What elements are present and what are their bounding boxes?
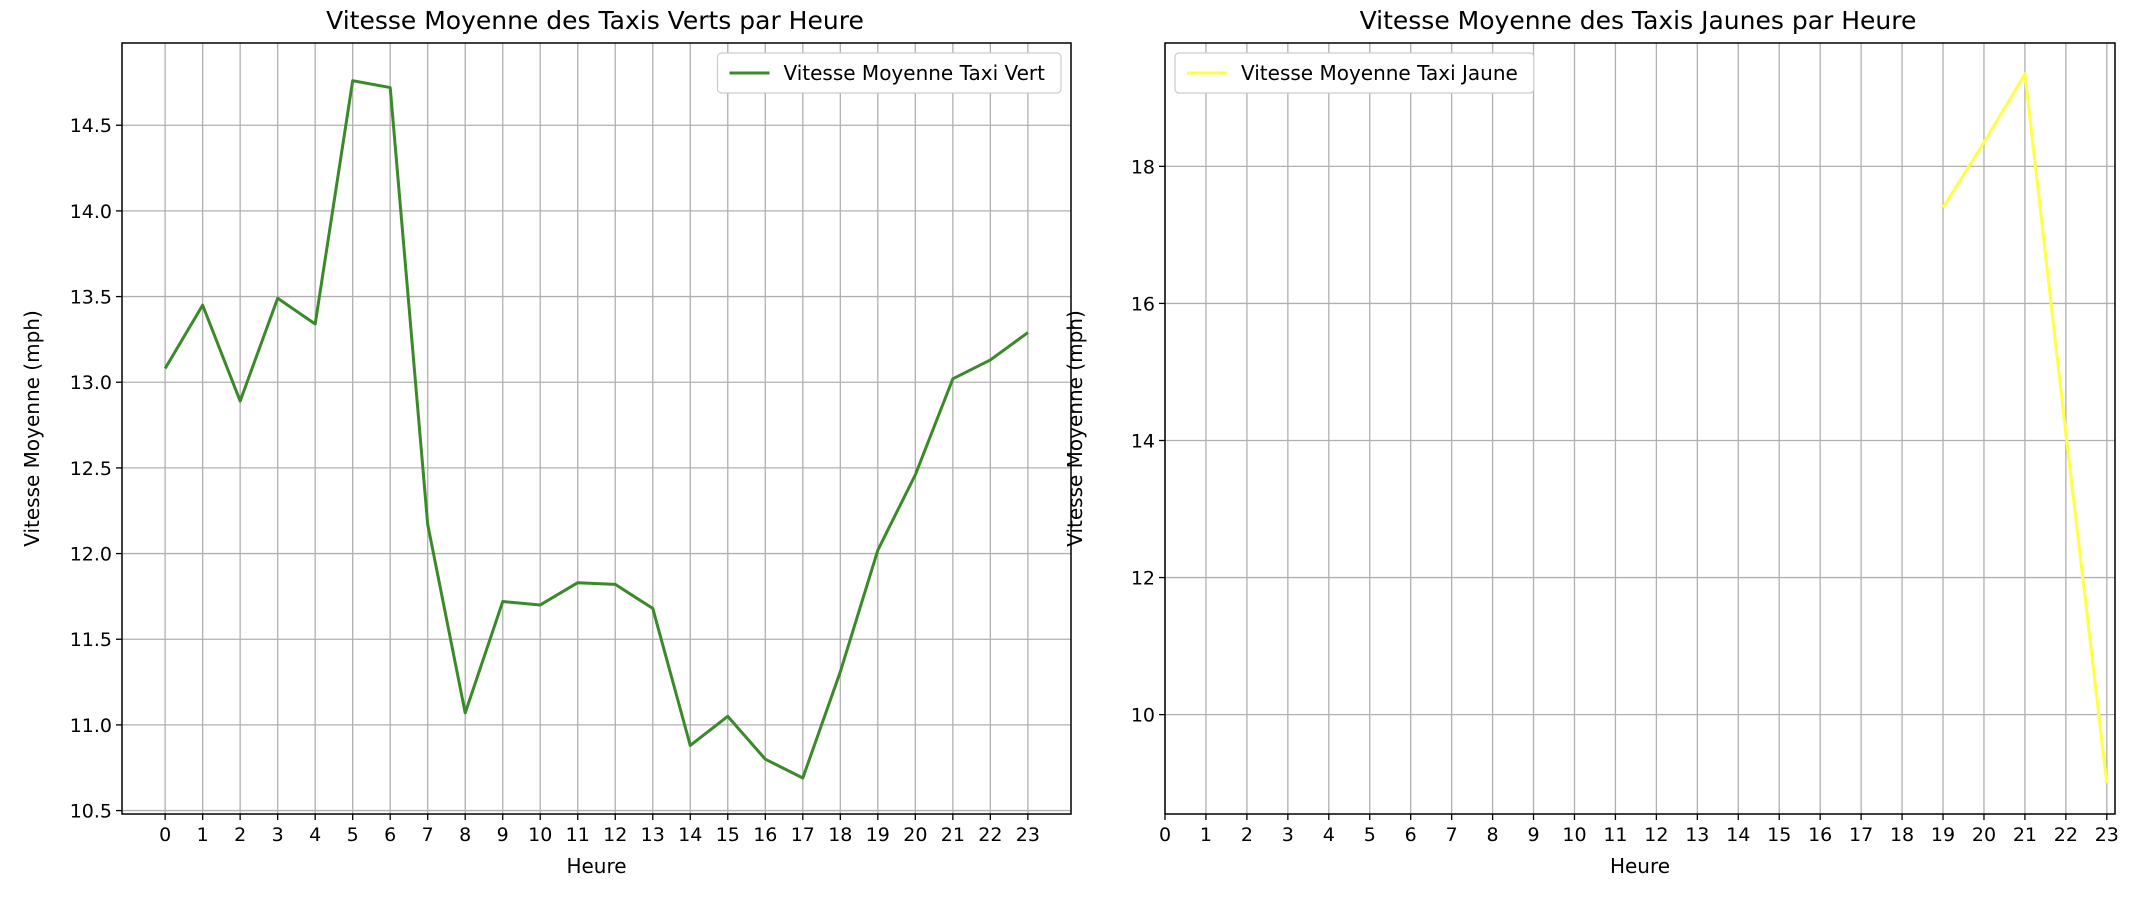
legend: Vitesse Moyenne Taxi Jaune: [1174, 52, 1535, 94]
x-tick-label: 16: [1808, 824, 1832, 846]
x-tick-label: 12: [603, 824, 627, 846]
plot-frame: [121, 42, 1072, 815]
y-tick-label: 12.0: [70, 544, 112, 566]
x-tick-label: 20: [903, 824, 927, 846]
tick-layer: 0 1 2 3 4 5 6 7 8 9 10 11 12 13 14 15 16 17 18 19 20 21 22 2310…: [1131, 156, 2119, 846]
y-tick-label: 14.5: [70, 115, 112, 137]
x-tick-label: 23: [2095, 824, 2119, 846]
x-tick-label: 14: [678, 824, 702, 846]
x-tick-label: 11: [566, 824, 590, 846]
x-tick-label: 13: [1685, 824, 1709, 846]
y-tick-label: 14: [1131, 430, 1155, 452]
x-tick-label: 21: [941, 824, 965, 846]
x-tick-label: 5: [347, 824, 359, 846]
x-tick-label: 17: [1849, 824, 1873, 846]
x-tick-label: 8: [1487, 824, 1499, 846]
y-tick-label: 10.5: [70, 801, 112, 823]
x-tick-label: 15: [716, 824, 740, 846]
legend-label: Vitesse Moyenne Taxi Jaune: [1241, 61, 1518, 85]
y-tick-label: 12.5: [70, 458, 112, 480]
x-tick-label: 15: [1767, 824, 1791, 846]
x-tick-label: 2: [1241, 824, 1253, 846]
x-tick-label: 21: [2013, 824, 2037, 846]
legend-box: [716, 52, 1062, 94]
x-tick-label: 18: [828, 824, 852, 846]
y-tick-label: 14.0: [70, 201, 112, 223]
x-tick-label: 13: [641, 824, 665, 846]
x-tick-label: 4: [1323, 824, 1335, 846]
y-axis-label: Vitesse Moyenne (mph): [20, 310, 44, 547]
chart-yellow-taxi: Vitesse Moyenne des Taxis Jaunes par Heu…: [1063, 6, 2119, 878]
x-tick-label: 1: [1200, 824, 1212, 846]
x-tick-label: 10: [528, 824, 552, 846]
x-tick-label: 22: [978, 824, 1002, 846]
grid: [122, 43, 1071, 814]
x-tick-label: 19: [866, 824, 890, 846]
x-tick-label: 7: [422, 824, 434, 846]
x-axis-label: Heure: [1610, 854, 1670, 878]
legend-label: Vitesse Moyenne Taxi Vert: [783, 61, 1045, 85]
x-tick-label: 9: [497, 824, 509, 846]
chart-green-taxi: Vitesse Moyenne des Taxis Verts par Heur…: [20, 6, 1072, 878]
x-tick-label: 19: [1931, 824, 1955, 846]
series-layer: [163, 79, 1029, 780]
chart-title: Vitesse Moyenne des Taxis Verts par Heur…: [326, 6, 864, 35]
x-tick-label: 11: [1603, 824, 1627, 846]
x-tick-label: 2: [234, 824, 246, 846]
x-tick-label: 4: [309, 824, 321, 846]
x-tick-label: 6: [384, 824, 396, 846]
y-axis-label: Vitesse Moyenne (mph): [1063, 310, 1087, 547]
x-tick-label: 3: [272, 824, 284, 846]
legend-box: [1174, 52, 1535, 94]
y-tick-label: 16: [1131, 293, 1155, 315]
y-tick-label: 12: [1131, 568, 1155, 590]
x-tick-label: 16: [753, 824, 777, 846]
plot-frame: [1164, 42, 2116, 815]
y-tick-label: 11.5: [70, 629, 112, 651]
x-tick-label: 1: [197, 824, 209, 846]
series-line: [1941, 72, 2109, 784]
x-tick-label: 14: [1726, 824, 1750, 846]
series-line: [163, 79, 1029, 780]
x-tick-label: 18: [1890, 824, 1914, 846]
y-tick-label: 11.0: [70, 715, 112, 737]
y-tick-label: 13.5: [70, 287, 112, 309]
y-tick-label: 13.0: [70, 372, 112, 394]
tick-layer: 0 1 2 3 4 5 6 7 8 9 10 11 12 13 14 15 16 17 18 19 20 21 22 2310…: [70, 115, 1040, 846]
x-tick-label: 6: [1405, 824, 1417, 846]
x-tick-label: 10: [1562, 824, 1586, 846]
x-tick-label: 20: [1972, 824, 1996, 846]
x-axis-label: Heure: [566, 854, 626, 878]
x-tick-label: 12: [1644, 824, 1668, 846]
x-tick-label: 0: [1159, 824, 1171, 846]
x-tick-label: 23: [1016, 824, 1040, 846]
x-tick-label: 5: [1364, 824, 1376, 846]
chart-title: Vitesse Moyenne des Taxis Jaunes par Heu…: [1360, 6, 1917, 35]
x-tick-label: 0: [159, 824, 171, 846]
series-layer: [1941, 72, 2109, 784]
y-tick-label: 10: [1131, 705, 1155, 727]
y-tick-label: 18: [1131, 156, 1155, 178]
x-tick-label: 7: [1446, 824, 1458, 846]
x-tick-label: 3: [1282, 824, 1294, 846]
x-tick-label: 9: [1527, 824, 1539, 846]
x-tick-label: 22: [2054, 824, 2078, 846]
legend: Vitesse Moyenne Taxi Vert: [716, 52, 1062, 94]
x-tick-label: 8: [459, 824, 471, 846]
x-tick-label: 17: [791, 824, 815, 846]
